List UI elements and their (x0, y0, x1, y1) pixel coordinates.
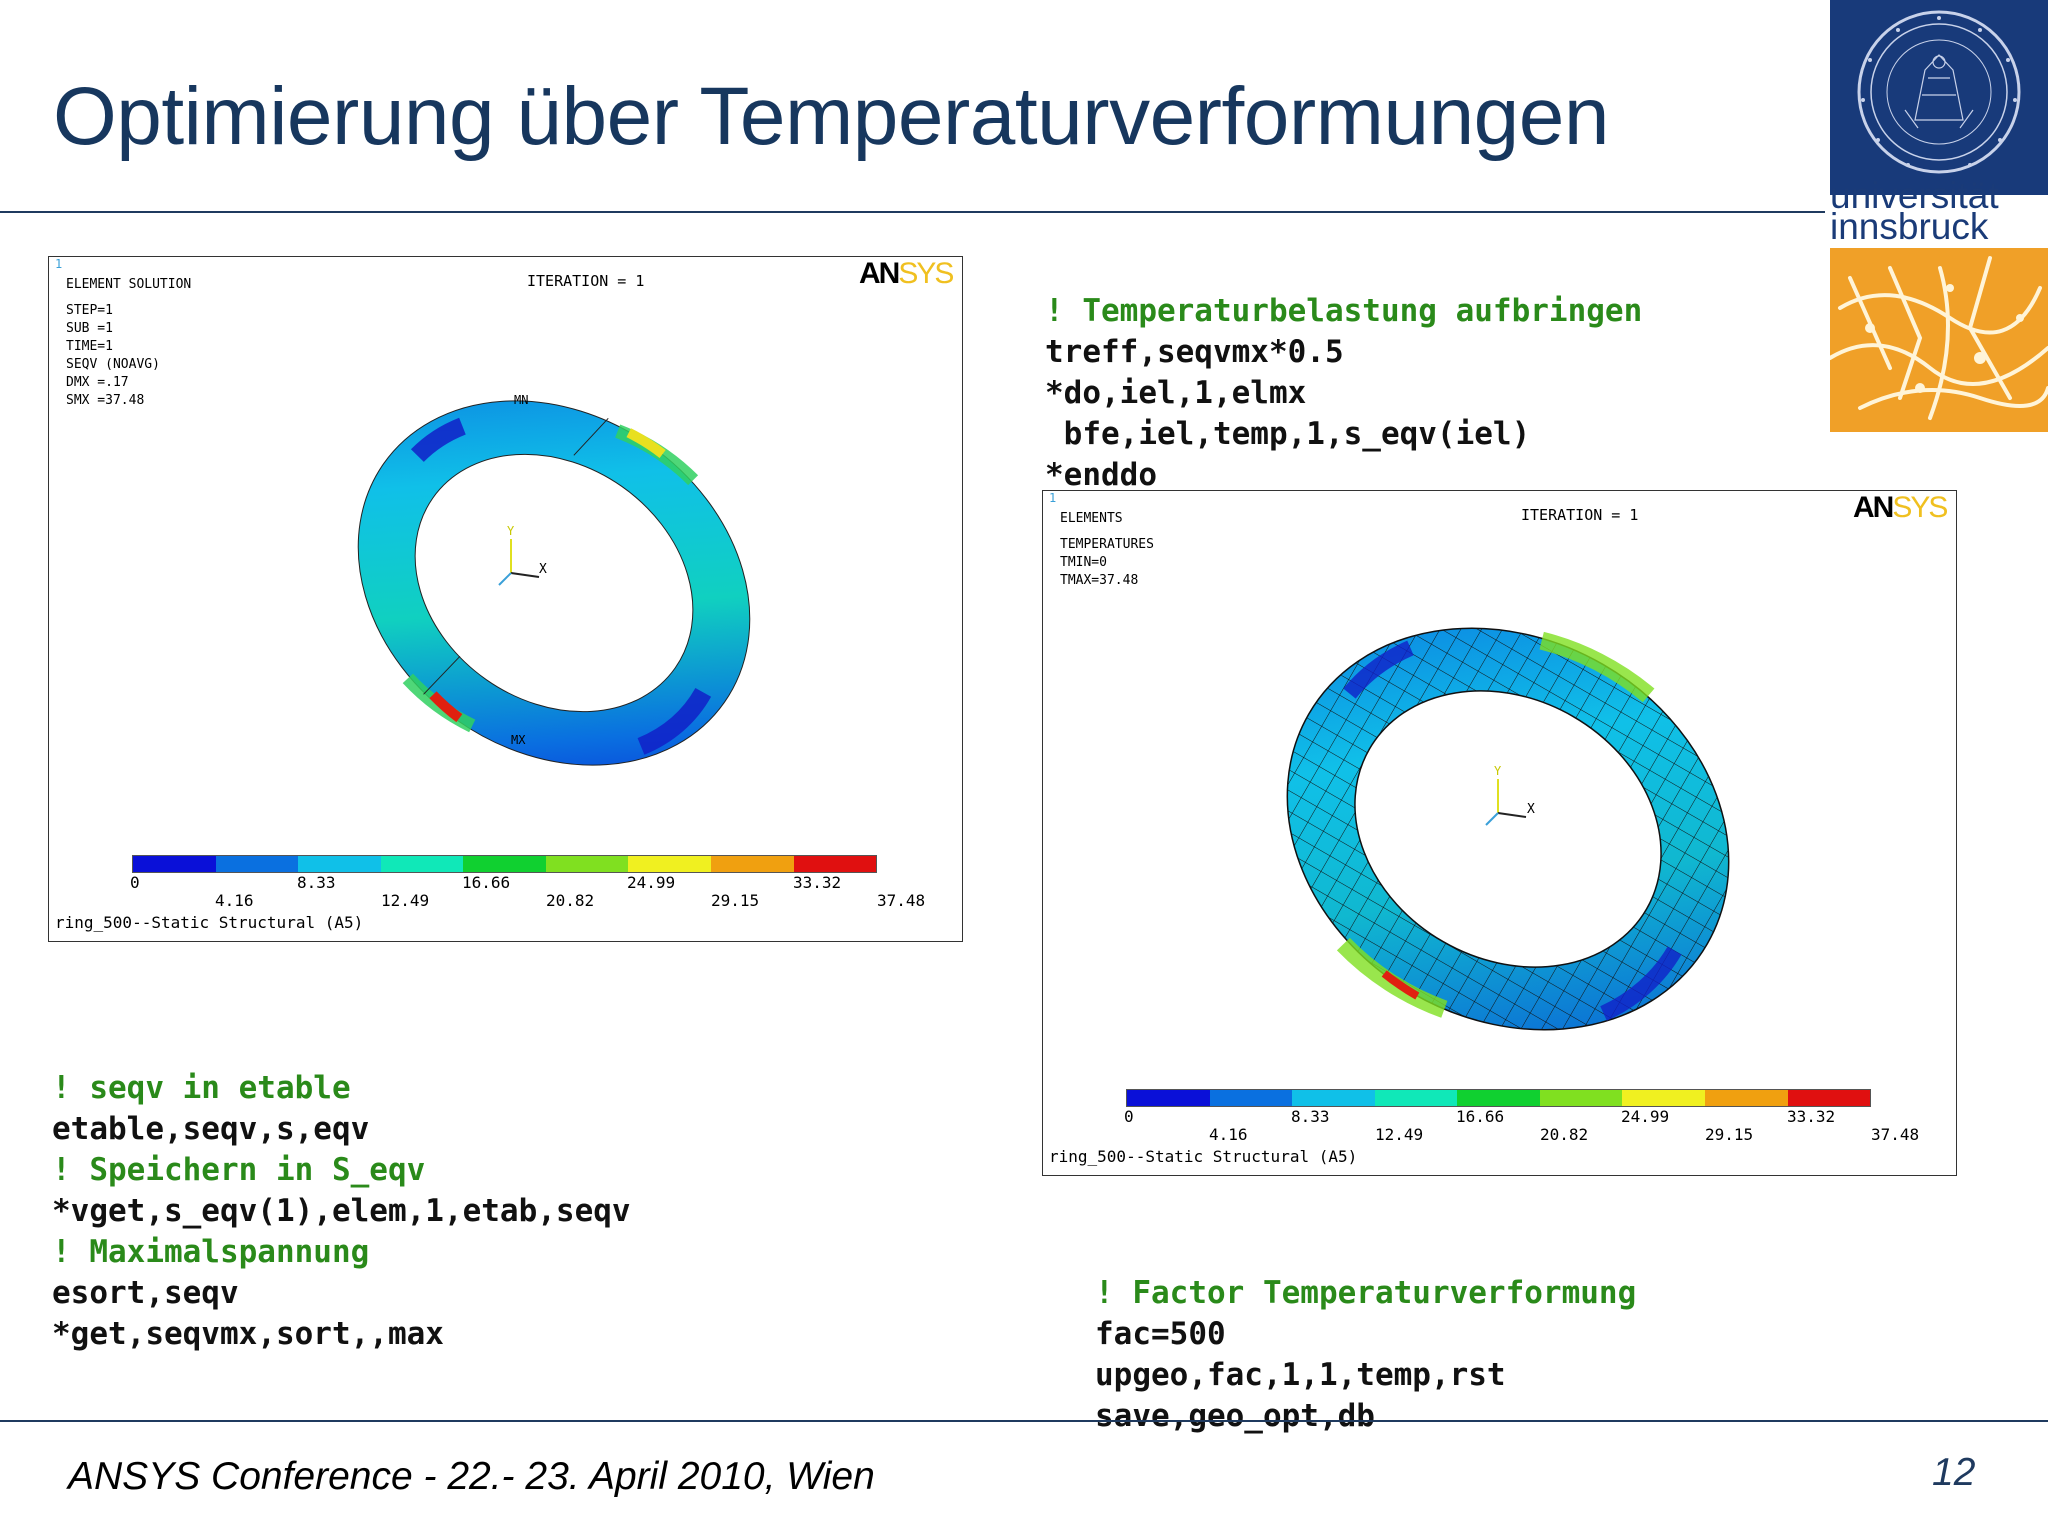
legend-tick: 29.15 (711, 891, 760, 910)
legend-tick: 33.32 (1787, 1107, 1836, 1126)
legend-tick: 8.33 (297, 873, 336, 892)
code-comment: ! Factor Temperaturverformung (1095, 1275, 1637, 1311)
plot-caption: ring_500--Static Structural (A5) (1049, 1147, 1358, 1166)
university-seal-icon (1857, 10, 2021, 174)
info-line: SUB =1 (66, 321, 113, 336)
code-comment: ! Maximalspannung (52, 1234, 370, 1270)
code-line: *do,iel,1,elmx (1045, 375, 1307, 411)
panel-window-number: 1 (1049, 491, 1057, 505)
ansys-logo: ANSYS (859, 257, 954, 291)
code-line: *get,seqvmx,sort,,max (52, 1316, 444, 1352)
code-comment: ! seqv in etable (52, 1070, 351, 1106)
info-line: TEMPERATURES (1060, 537, 1154, 552)
legend-tick: 20.82 (1540, 1125, 1589, 1144)
slide-title: Optimierung über Temperaturverformungen (53, 71, 1610, 162)
temperature-plot-panel: 1 ELEMENTS ITERATION = 1 ANSYS TEMPERATU… (1042, 490, 1957, 1176)
ansys-logo-sys: SYS (1892, 491, 1948, 524)
page-number: 12 (1932, 1451, 1976, 1494)
legend-tick: 16.66 (462, 873, 511, 892)
color-legend-bar (1126, 1089, 1871, 1107)
university-name-line2: innsbruck (1830, 206, 1989, 247)
code-block-etable: ! seqv in etable etable,seqv,s,eqv ! Speic… (52, 1027, 631, 1355)
stress-plot-panel: 1 ELEMENT SOLUTION ITERATION = 1 ANSYS S… (48, 256, 963, 942)
info-line: SMX =37.48 (66, 393, 145, 408)
ring-stress-render: Y X MN MX (357, 393, 751, 766)
min-marker: MN (514, 393, 528, 407)
axis-x-label: X (1527, 802, 1535, 817)
legend-tick: 8.33 (1291, 1107, 1330, 1126)
ansys-logo-sys: SYS (898, 257, 954, 290)
info-line: TIME=1 (66, 339, 113, 354)
legend-tick: 37.48 (877, 891, 926, 910)
code-comment: ! Speichern in S_eqv (52, 1152, 426, 1188)
code-block-temperature-load: ! Temperaturbelastung aufbringen treff,se… (1045, 250, 1642, 496)
abstract-pattern-icon (1830, 256, 2048, 420)
legend-tick: 12.49 (381, 891, 430, 910)
code-comment: ! Temperaturbelastung aufbringen (1045, 293, 1643, 329)
logo-pattern-panel (1830, 248, 2048, 432)
info-line: DMX =.17 (66, 375, 129, 390)
plot-header: ELEMENT SOLUTION (66, 277, 192, 292)
code-line: etable,seqv,s,eqv (52, 1111, 370, 1147)
code-line: treff,seqvmx*0.5 (1045, 334, 1344, 370)
legend-tick: 0 (130, 873, 140, 892)
iteration-label: ITERATION = 1 (527, 272, 645, 290)
code-line: bfe,iel,temp,1,s_eqv(iel) (1045, 416, 1531, 452)
footer-divider (0, 1420, 2048, 1422)
code-line: *enddo (1045, 457, 1157, 493)
axis-y-label: Y (1494, 764, 1502, 778)
university-logo: universität innsbruck (1830, 0, 2048, 432)
info-line: TMAX=37.48 (1060, 573, 1139, 588)
legend-tick: 4.16 (215, 891, 254, 910)
code-block-deformation-factor: ! Factor Temperaturverformung fac=500 upge… (1095, 1232, 1636, 1437)
code-line: save,geo_opt,db (1095, 1398, 1375, 1434)
info-line: TMIN=0 (1060, 555, 1107, 570)
legend-tick: 24.99 (627, 873, 676, 892)
panel-window-number: 1 (55, 257, 63, 271)
logo-seal-panel (1830, 0, 2048, 195)
code-line: fac=500 (1095, 1316, 1226, 1352)
university-name-line1: universität (1830, 175, 1999, 216)
legend-tick: 20.82 (546, 891, 595, 910)
legend-tick: 12.49 (1375, 1125, 1424, 1144)
ring-temperature-render: Y X (1286, 627, 1730, 1031)
title-divider (0, 211, 1825, 213)
plot-caption: ring_500--Static Structural (A5) (55, 913, 364, 932)
axis-x-label: X (539, 562, 547, 577)
axis-y-label: Y (507, 524, 515, 538)
ansys-logo-an: AN (859, 257, 900, 290)
footer-conference: ANSYS Conference - 22.- 23. April 2010, … (68, 1455, 875, 1498)
info-line: SEQV (NOAVG) (66, 357, 160, 372)
color-legend-bar (132, 855, 877, 873)
iteration-label: ITERATION = 1 (1521, 506, 1639, 524)
code-line: *vget,s_eqv(1),elem,1,etab,seqv (52, 1193, 631, 1229)
legend-tick: 24.99 (1621, 1107, 1670, 1126)
code-line: upgeo,fac,1,1,temp,rst (1095, 1357, 1506, 1393)
legend-tick: 37.48 (1871, 1125, 1920, 1144)
info-line: STEP=1 (66, 303, 113, 318)
max-marker: MX (511, 733, 526, 747)
ansys-logo: ANSYS (1853, 491, 1948, 525)
university-name: universität innsbruck (1830, 175, 2048, 247)
code-line: esort,seqv (52, 1275, 239, 1311)
plot-header: ELEMENTS (1060, 511, 1123, 526)
legend-tick: 33.32 (793, 873, 842, 892)
legend-tick: 4.16 (1209, 1125, 1248, 1144)
legend-tick: 29.15 (1705, 1125, 1754, 1144)
legend-tick: 16.66 (1456, 1107, 1505, 1126)
legend-tick: 0 (1124, 1107, 1134, 1126)
ansys-logo-an: AN (1853, 491, 1894, 524)
